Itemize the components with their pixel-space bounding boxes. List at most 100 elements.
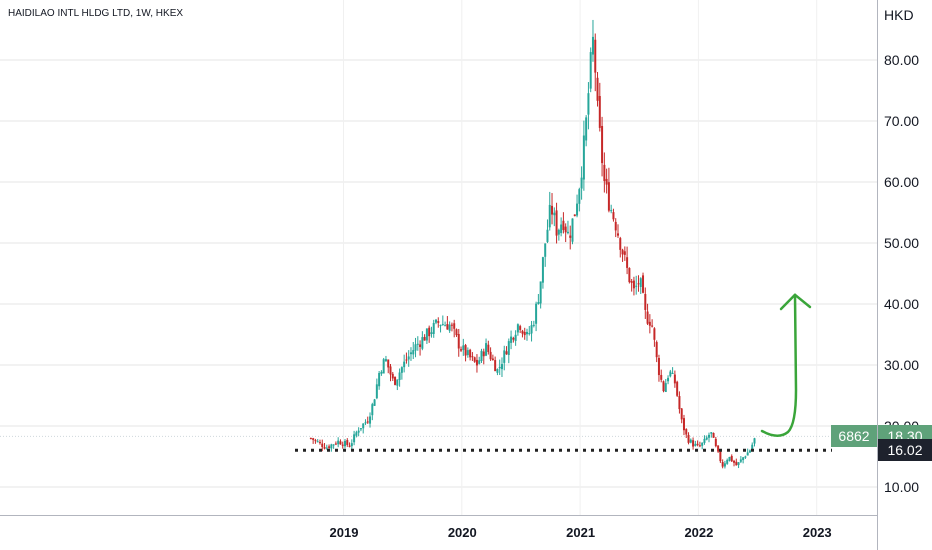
candle-body	[655, 342, 658, 358]
candle-body	[555, 210, 558, 236]
candle-body	[396, 379, 399, 386]
time-axis-labels: 2019 2020 2021 2022 2023	[330, 525, 832, 540]
candle-body	[430, 332, 433, 335]
candle-body	[384, 359, 387, 362]
candle-body	[730, 455, 733, 462]
candle-body	[475, 359, 478, 366]
axes	[0, 0, 878, 550]
candle-body	[626, 257, 629, 268]
candle-body	[405, 359, 408, 361]
candle-body	[341, 444, 344, 446]
candle-body	[435, 319, 438, 323]
candle-body	[687, 434, 690, 443]
candle-body	[455, 329, 458, 336]
candle-body	[737, 462, 740, 465]
candle-body	[576, 203, 579, 216]
time-tick-label: 2021	[566, 525, 595, 540]
candle-body	[676, 381, 679, 396]
candle-body	[421, 337, 424, 349]
candle-body	[664, 383, 667, 393]
time-tick-label: 2019	[330, 525, 359, 540]
candle-body	[692, 440, 695, 447]
candle-body	[657, 357, 660, 376]
candle-body	[678, 396, 681, 410]
candle-body	[419, 344, 422, 348]
candle-body	[416, 343, 419, 345]
candle-body	[564, 226, 567, 233]
candle-body	[450, 324, 453, 326]
candle-body	[573, 214, 576, 217]
candle-body	[507, 341, 510, 355]
candle-body	[696, 443, 699, 445]
candle-body	[571, 218, 574, 242]
candle-body	[562, 220, 565, 231]
candle-body	[580, 177, 583, 189]
candle-body	[594, 39, 597, 73]
candle-body	[409, 352, 412, 355]
candle-body	[441, 323, 444, 325]
price-tick-label: 80.00	[884, 52, 919, 68]
candle-body	[523, 331, 526, 336]
candle-body	[503, 350, 506, 363]
candle-body	[357, 430, 360, 433]
candle-body	[689, 439, 692, 443]
candle-body	[703, 438, 706, 443]
candle-body	[710, 432, 713, 434]
price-tick-label: 60.00	[884, 174, 919, 190]
candle-body	[669, 371, 672, 377]
candle-body	[350, 443, 353, 447]
candle-body	[630, 281, 633, 283]
candle-body	[614, 221, 617, 231]
candle-body	[582, 135, 585, 180]
candle-body	[325, 447, 328, 449]
candle-body	[569, 235, 572, 238]
candle-body	[628, 268, 631, 283]
candle-body	[314, 440, 317, 442]
candle-body	[546, 229, 549, 242]
symbol-title: HAIDILAO INTL HLDG LTD, 1W, HKEX	[8, 8, 184, 19]
candle-body	[605, 178, 608, 185]
candle-body	[680, 408, 683, 420]
candle-body	[708, 434, 711, 438]
candle-body	[444, 325, 447, 327]
candle-body	[400, 367, 403, 373]
candle-body	[548, 204, 551, 228]
candle-body	[382, 359, 385, 374]
candle-body	[603, 164, 606, 182]
candle-body	[578, 189, 581, 204]
candle-body	[537, 302, 540, 304]
candle-body	[560, 224, 563, 234]
candle-body	[721, 462, 724, 467]
candle-body	[553, 212, 556, 216]
candle-body	[469, 349, 472, 358]
candle-body	[591, 36, 594, 55]
candle-body	[398, 372, 401, 381]
candle-body	[566, 231, 569, 234]
candle-body	[662, 381, 665, 392]
candle-body	[412, 350, 415, 355]
candle-body	[432, 322, 435, 334]
candle-body	[496, 369, 499, 373]
candle-body	[739, 459, 742, 462]
candle-body	[621, 249, 624, 255]
candle-body	[407, 356, 410, 360]
candle-body	[519, 326, 522, 330]
candlestick-series	[309, 19, 756, 469]
arrow-head	[779, 293, 812, 311]
time-tick-label: 2023	[803, 525, 832, 540]
candle-body	[485, 343, 488, 356]
candle-body	[478, 360, 481, 364]
candle-body	[312, 438, 315, 440]
candle-body	[480, 350, 483, 362]
candle-body	[428, 327, 431, 337]
candle-body	[717, 445, 720, 452]
price-tick-label: 10.00	[884, 479, 919, 495]
candle-body	[639, 278, 642, 287]
candle-body	[744, 456, 747, 458]
candle-body	[637, 283, 640, 285]
candle-body	[682, 418, 685, 431]
candle-body	[339, 441, 342, 445]
candle-body	[735, 461, 738, 466]
candle-body	[644, 294, 647, 310]
